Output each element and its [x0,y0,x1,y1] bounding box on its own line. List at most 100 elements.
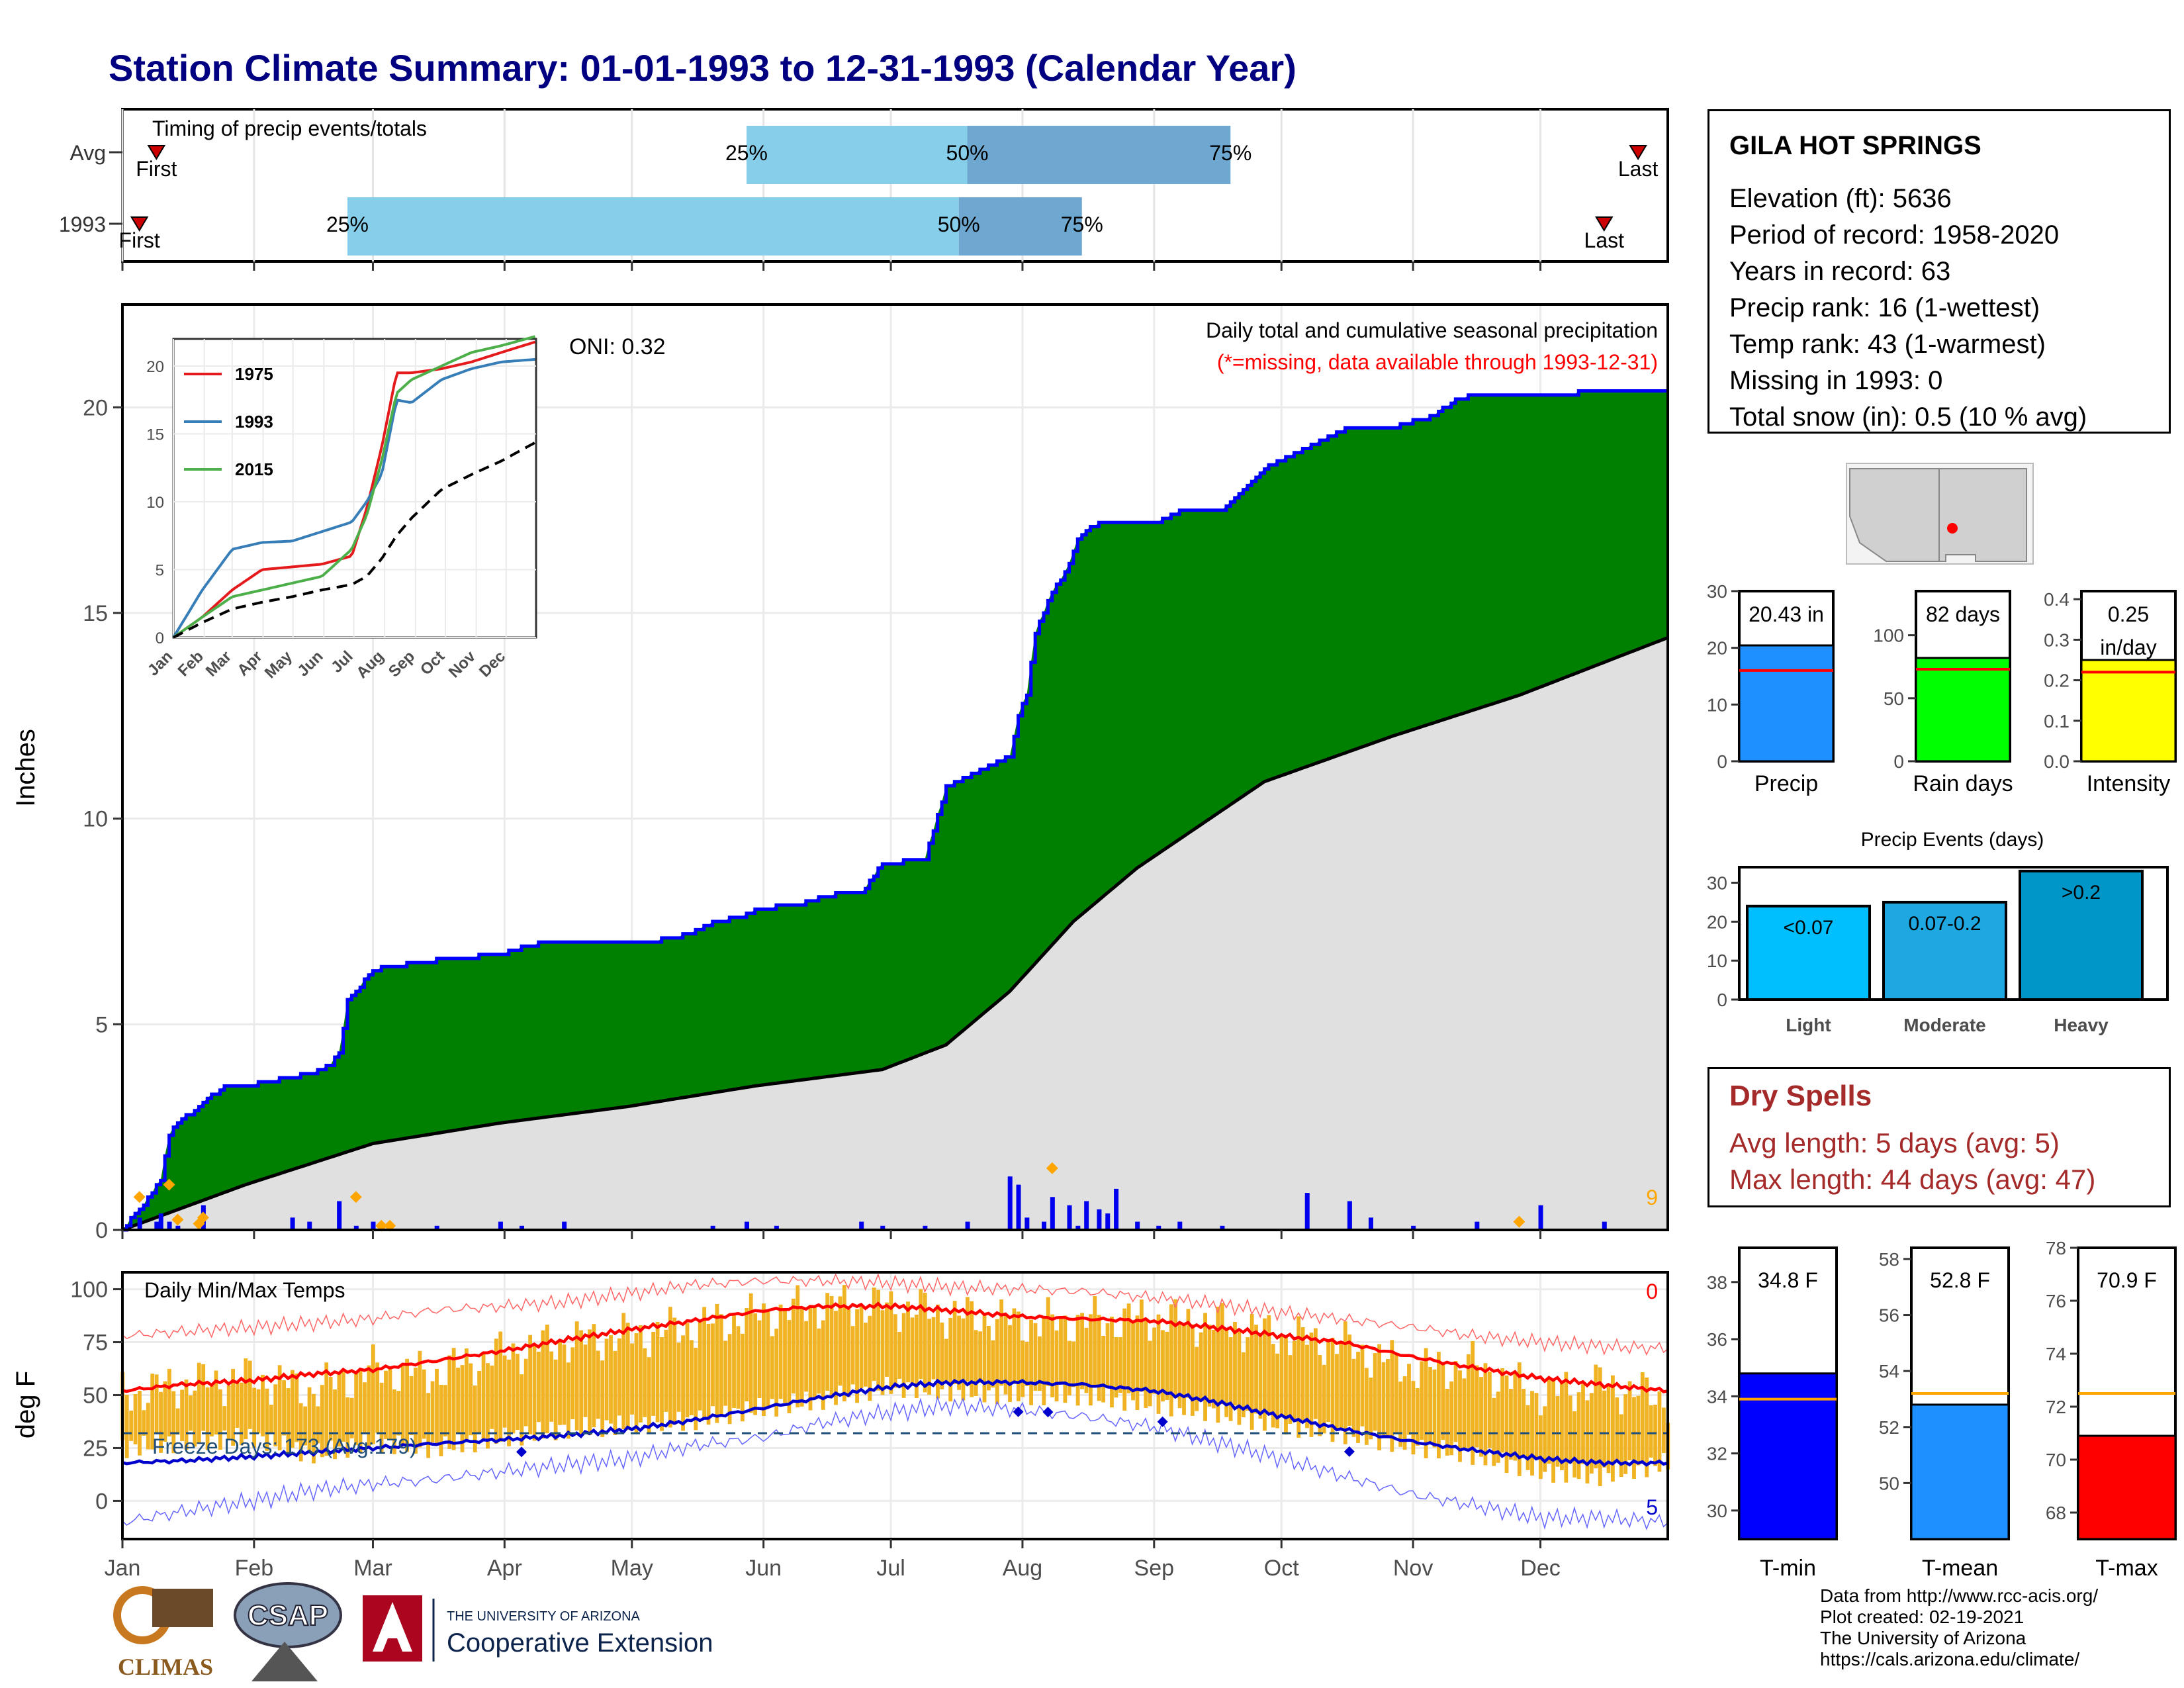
daily-temp-bar [1229,1337,1233,1421]
daily-temp-bar [512,1343,516,1433]
daily-temp-bar [163,1382,167,1442]
daily-precip-bar [1539,1205,1543,1230]
daily-precip-bar [1024,1217,1029,1230]
credit-line: Data from http://www.rcc-acis.org/ [1820,1585,2098,1607]
month-label: Jun [745,1556,782,1581]
daily-temp-bar [614,1351,617,1435]
precip-corner-count: 9 [1646,1186,1658,1209]
daily-temp-bar [1013,1309,1017,1384]
daily-temp-bar [1263,1319,1267,1431]
month-label: Feb [235,1556,274,1581]
daily-temp-bar [1122,1309,1126,1411]
daily-precip-bar [1008,1176,1013,1230]
daily-temp-bar [1356,1352,1360,1443]
daily-temp-bar [1560,1383,1564,1470]
summary-bar-tick: 54 [1879,1361,1899,1382]
daily-temp-bar [1314,1328,1318,1419]
daily-temp-bar [1118,1337,1122,1393]
daily-temp-bar [1522,1389,1525,1458]
daily-temp-bar [1093,1296,1097,1387]
daily-temp-bar [1594,1365,1598,1469]
daily-temp-bar [1662,1407,1666,1453]
daily-temp-bar [1140,1299,1144,1391]
daily-precip-bar [337,1201,341,1230]
daily-temp-bar [1220,1303,1224,1404]
daily-precip-bar [1347,1201,1352,1230]
daily-temp-bar [728,1334,732,1424]
daily-temp-bar [1208,1325,1212,1407]
timing-label: Timing of precip events/totals [152,117,427,140]
daily-temp-bar [1509,1389,1513,1460]
daily-temp-bar [911,1317,915,1385]
daily-temp-bar [932,1317,936,1380]
daily-precip-bar [1114,1189,1118,1230]
month-label: Sep [1134,1556,1175,1581]
daily-temp-bar [1530,1391,1534,1476]
daily-temp-bar [584,1344,588,1417]
daily-temp-bar [855,1309,859,1403]
daily-temp-bar [672,1318,676,1425]
temp-count-top: 0 [1646,1280,1658,1303]
daily-temp-bar [558,1341,562,1425]
daily-temp-bar [222,1406,226,1430]
daily-temp-bar [617,1338,621,1416]
daily-temp-bar [999,1299,1003,1385]
daily-precip-bar [159,1213,163,1230]
daily-temp-bar [753,1313,757,1415]
daily-temp-bar [677,1342,681,1412]
daily-temp-bar [1373,1353,1377,1430]
daily-temp-bar [1577,1392,1581,1479]
daily-temp-bar [1136,1315,1140,1410]
daily-temp-bar [447,1356,451,1449]
summary-bar-tick: 30 [1707,1501,1727,1521]
daily-temp-bar [1441,1362,1445,1440]
ua-logo-line2: Cooperative Extension [447,1628,713,1658]
daily-temp-bar [1547,1378,1551,1464]
daily-temp-bar [1386,1359,1390,1438]
daily-temp-bar [1106,1323,1110,1387]
daily-precip-bar [1050,1197,1055,1230]
station-line: Missing in 1993: 0 [1729,363,2149,399]
timing-q50-label: 50% [946,141,989,165]
daily-temp-bar [1535,1393,1539,1460]
daily-temp-bar [745,1308,749,1401]
precip-y-tick: 15 [83,601,108,626]
daily-temp-bar [800,1308,804,1407]
daily-temp-bar [388,1366,392,1438]
daily-temp-bar [711,1323,715,1406]
daily-temp-bar [1347,1335,1351,1426]
event-category-label: Light [1786,1015,1831,1035]
event-bar-label: 0.07-0.2 [1908,913,1981,935]
daily-temp-bar [940,1323,944,1389]
daily-temp-bar [1403,1376,1407,1450]
daily-temp-bar [1369,1378,1373,1439]
daily-temp-bar [210,1383,214,1436]
daily-precip-bar [1017,1185,1021,1230]
daily-temp-bar [134,1394,138,1444]
daily-temp-bar [269,1405,273,1432]
daily-temp-bar [1641,1372,1645,1462]
daily-precip-bar [1105,1213,1110,1230]
ua-logo-line1: THE UNIVERSITY OF ARIZONA [447,1609,641,1624]
daily-temp-bar [681,1335,685,1430]
daily-temp-bar [396,1391,400,1435]
daily-temp-bar [1488,1372,1492,1448]
daily-temp-bar [1071,1342,1075,1387]
daily-temp-bar [995,1319,999,1404]
daily-temp-bar [962,1319,966,1401]
summary-bar-tick: 50 [1879,1473,1899,1493]
daily-temp-bar [830,1296,834,1397]
daily-temp-bar [1564,1372,1568,1483]
daily-temp-bar [1246,1337,1250,1411]
summary-bar-tick: 32 [1707,1444,1727,1464]
summary-bar-fill [2078,1436,2175,1539]
daily-temp-bar [647,1357,651,1434]
summary-bar-name: Precip [1754,771,1818,796]
inset-y-tick: 5 [156,562,164,580]
summary-bar-tick: 56 [1879,1305,1899,1326]
daily-temp-bar [1152,1328,1156,1394]
daily-temp-bar [656,1322,660,1422]
timing-q75-label: 75% [1209,141,1251,165]
daily-temp-bar [588,1329,592,1435]
daily-temp-bar [651,1332,655,1416]
